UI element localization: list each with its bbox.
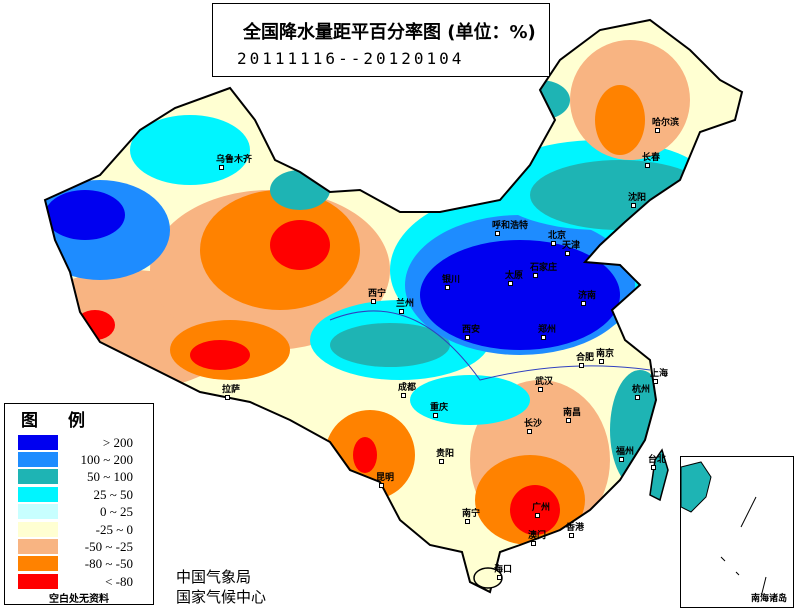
city-label: 重庆 [430, 400, 448, 418]
legend-swatch [18, 522, 58, 537]
south-china-sea-inset: 南海诸岛 [680, 456, 794, 608]
city-label: 北京 [548, 228, 566, 246]
city-label: 郑州 [538, 322, 556, 340]
city-label: 昆明 [376, 470, 394, 488]
china-border [43, 18, 744, 594]
city-label: 长沙 [524, 416, 542, 434]
city-label: 兰州 [396, 296, 414, 314]
legend-label: < -80 [105, 574, 133, 589]
city-label: 哈尔滨 [652, 115, 679, 133]
legend-title: 图例 [21, 411, 115, 431]
inset-map [680, 461, 767, 598]
city-label: 天津 [562, 238, 580, 256]
legend-label: 50 ~ 100 [86, 469, 133, 484]
legend-item: > 200 [13, 435, 149, 451]
city-label: 西宁 [368, 286, 386, 304]
legend-item: 50 ~ 100 [13, 469, 149, 485]
legend-item: -25 ~ 0 [13, 522, 149, 538]
date-range: 20111116--20120104 [237, 49, 465, 68]
legend-swatch [18, 574, 58, 589]
city-label: 南宁 [462, 506, 480, 524]
legend: 图例 > 200 100 ~ 200 50 ~ 100 25 ~ 50 0 ~ … [4, 403, 154, 605]
legend-label: -80 ~ -50 [84, 556, 133, 571]
city-label: 上海 [650, 366, 668, 384]
city-label: 福州 [616, 444, 634, 462]
city-label: 长春 [642, 150, 660, 168]
city-label: 乌鲁木齐 [216, 152, 252, 170]
legend-swatch [18, 469, 58, 484]
city-label: 南昌 [563, 405, 581, 423]
city-label: 沈阳 [628, 190, 646, 208]
legend-label: 0 ~ 25 [99, 504, 133, 519]
taiwan-island [649, 448, 669, 502]
city-label: 海口 [494, 562, 512, 580]
map-title: 全国降水量距平百分率图 (单位：%) [243, 22, 536, 43]
city-label: 武汉 [535, 374, 553, 392]
legend-swatch [18, 556, 58, 571]
legend-item: < -80 [13, 574, 149, 590]
legend-swatch [18, 504, 58, 519]
city-label: 台北 [648, 452, 666, 470]
city-label: 香港 [566, 520, 584, 538]
city-label: 西安 [462, 322, 480, 340]
legend-item: 25 ~ 50 [13, 487, 149, 503]
legend-item: -50 ~ -25 [13, 539, 149, 555]
legend-label: 100 ~ 200 [80, 452, 133, 467]
title-box: 全国降水量距平百分率图 (单位：%) 20111116--20120104 [212, 3, 550, 77]
legend-label: -25 ~ 0 [95, 522, 133, 537]
hainan-island [473, 567, 503, 589]
org-subname: 国家气候中心 [176, 588, 267, 606]
legend-label: -50 ~ -25 [84, 539, 133, 554]
city-label: 石家庄 [530, 260, 557, 278]
legend-swatch [18, 435, 58, 450]
legend-note: 空白处无资料 [49, 594, 109, 605]
legend-item: -80 ~ -50 [13, 556, 149, 572]
inset-label: 南海诸岛 [750, 594, 787, 604]
legend-item: 0 ~ 25 [13, 504, 149, 520]
city-label: 呼和浩特 [492, 218, 528, 236]
city-label: 贵阳 [436, 446, 454, 464]
city-label: 拉萨 [222, 382, 240, 400]
legend-item: 100 ~ 200 [13, 452, 149, 468]
city-label: 广州 [532, 500, 550, 518]
city-label: 太原 [505, 268, 523, 286]
legend-label: > 200 [102, 435, 133, 450]
org-name: 中国气象局 [176, 568, 252, 586]
city-label: 南京 [596, 346, 614, 364]
city-label: 银川 [442, 272, 460, 290]
city-label: 杭州 [632, 382, 650, 400]
legend-label: 25 ~ 50 [93, 487, 133, 502]
legend-swatch [18, 452, 58, 467]
city-label: 济南 [578, 288, 596, 306]
legend-swatch [18, 487, 58, 502]
legend-swatch [18, 539, 58, 554]
city-label: 澳门 [528, 528, 546, 546]
city-label: 合肥 [576, 350, 594, 368]
river-lines [329, 310, 651, 381]
city-label: 成都 [398, 380, 416, 398]
